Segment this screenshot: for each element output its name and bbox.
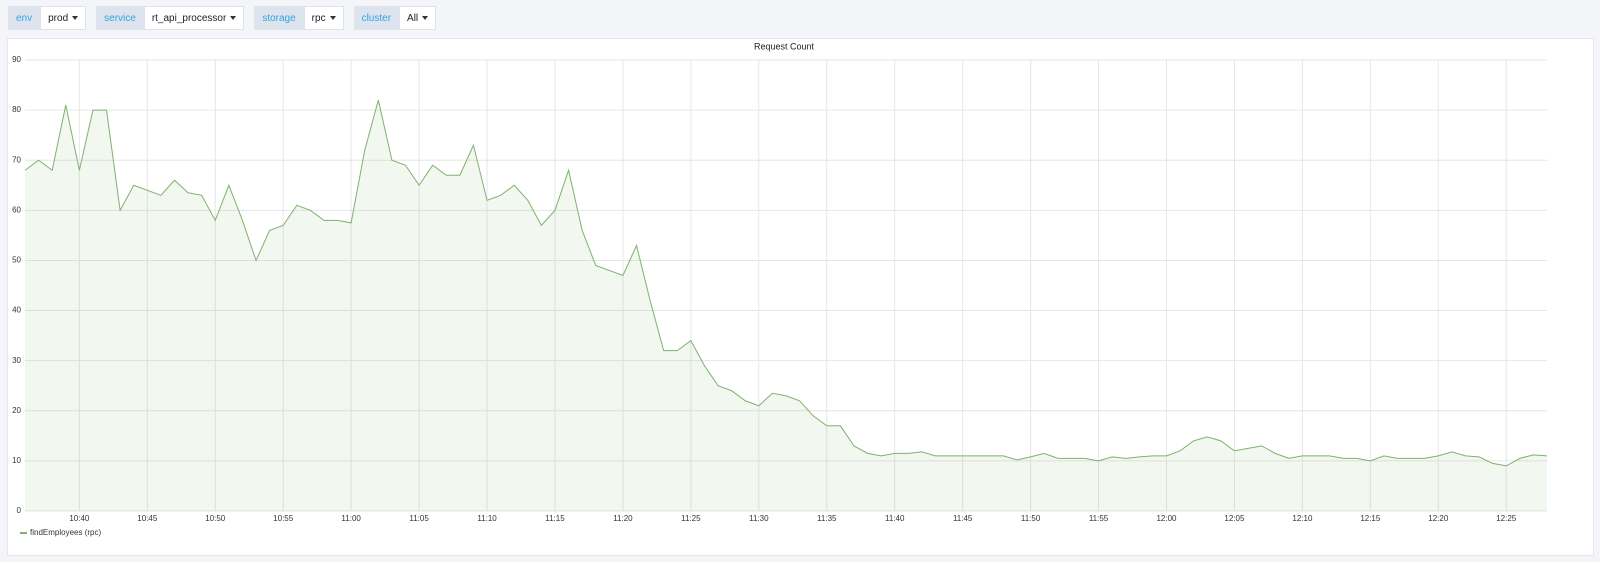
variable: storage rpc xyxy=(254,6,344,30)
x-tick-label: 10:40 xyxy=(69,514,90,523)
y-tick-label: 20 xyxy=(12,406,21,415)
x-tick-label: 11:10 xyxy=(477,514,497,523)
variable-dropdown[interactable]: All xyxy=(399,6,437,30)
x-tick-label: 11:40 xyxy=(885,514,905,523)
variables-bar: env prod service rt_api_processor storage r… xyxy=(8,6,437,30)
x-tick-label: 10:50 xyxy=(205,514,226,523)
x-tick-label: 12:25 xyxy=(1496,514,1517,523)
x-tick-label: 10:45 xyxy=(137,514,158,523)
x-tick-label: 11:00 xyxy=(341,514,361,523)
x-tick-label: 11:05 xyxy=(409,514,429,523)
variable-label: env xyxy=(8,6,41,30)
x-tick-label: 12:10 xyxy=(1292,514,1313,523)
panel xyxy=(7,38,1594,556)
x-tick-label: 12:15 xyxy=(1360,514,1381,523)
legend-label: findEmployees (rpc) xyxy=(30,528,101,537)
variable: env prod xyxy=(8,6,87,30)
x-tick-label: 11:45 xyxy=(953,514,973,523)
x-tick-label: 11:30 xyxy=(749,514,769,523)
x-tick-label: 10:55 xyxy=(273,514,294,523)
variable-label: cluster xyxy=(353,6,400,30)
y-tick-label: 50 xyxy=(12,256,21,265)
x-tick-label: 12:05 xyxy=(1224,514,1245,523)
y-tick-label: 70 xyxy=(12,155,21,164)
variable-dropdown[interactable]: rpc xyxy=(303,6,344,30)
series-line xyxy=(24,99,1548,467)
variable-label: storage xyxy=(254,6,304,30)
y-tick-label: 60 xyxy=(12,205,21,214)
y-tick-label: 0 xyxy=(17,506,22,515)
variable-dropdown[interactable]: rt_api_processor xyxy=(143,6,245,30)
x-tick-label: 11:50 xyxy=(1021,514,1041,523)
y-tick-label: 40 xyxy=(12,306,21,315)
y-tick-label: 90 xyxy=(12,55,21,64)
variable-dropdown[interactable]: prod xyxy=(40,6,87,30)
chart-title: Request Count xyxy=(754,41,815,51)
y-tick-label: 80 xyxy=(12,105,21,114)
y-tick-label: 10 xyxy=(12,456,21,465)
x-tick-label: 12:20 xyxy=(1428,514,1449,523)
area-fill xyxy=(25,100,1547,511)
x-tick-label: 11:35 xyxy=(817,514,837,523)
x-tick-label: 11:15 xyxy=(545,514,565,523)
x-tick-label: 12:00 xyxy=(1156,514,1177,523)
variable: cluster All xyxy=(353,6,437,30)
variable: service rt_api_processor xyxy=(96,6,245,30)
x-tick-label: 11:20 xyxy=(613,514,633,523)
x-tick-label: 11:55 xyxy=(1089,514,1109,523)
y-tick-label: 30 xyxy=(12,356,21,365)
x-tick-label: 11:25 xyxy=(681,514,701,523)
